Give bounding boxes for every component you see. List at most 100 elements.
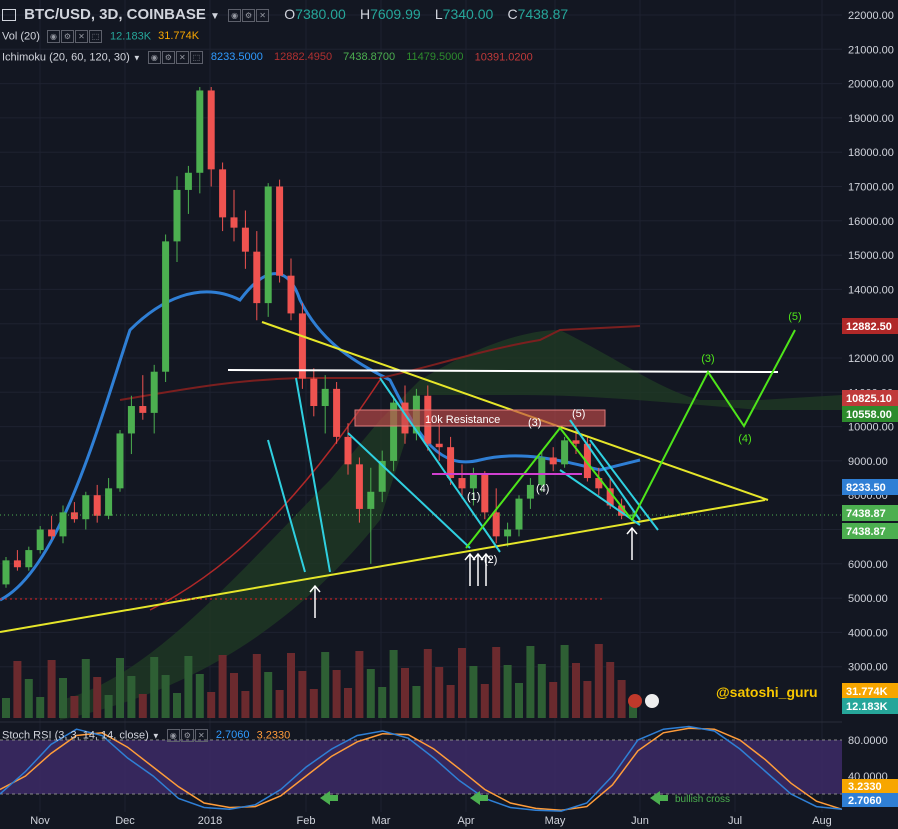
volume-label[interactable]: Vol (20)	[2, 30, 40, 43]
channel-line	[267, 439, 306, 573]
badge-count	[644, 694, 659, 708]
volume-bar	[275, 690, 284, 718]
arrow-head-icon	[309, 584, 321, 593]
candle-body	[469, 474, 477, 489]
candle-body	[298, 313, 306, 379]
price-tick: 19000.00	[848, 113, 894, 125]
volume-bar	[184, 656, 193, 718]
price-tick: 20000.00	[848, 79, 894, 91]
volume-bar	[104, 695, 113, 718]
price-tick: 14000.00	[848, 284, 894, 296]
price-tick: 9000.00	[848, 456, 888, 468]
volume-bar	[252, 654, 261, 718]
price-tag-label: 10825.10	[846, 393, 892, 405]
ichimoku-value-1: 8233.5000	[210, 51, 263, 64]
rsi-tag-label: 2.7060	[848, 795, 882, 807]
volume-bar	[458, 648, 466, 718]
candle-body	[162, 241, 170, 372]
candle-body	[504, 529, 512, 537]
price-axis: 22000.00 21000.00 20000.00 19000.00 18000.00…	[30, 0, 898, 829]
ohlc-open: 7380.00	[295, 6, 346, 22]
volume-bar	[572, 663, 580, 718]
candle-body	[70, 512, 78, 520]
price-tag	[842, 390, 898, 406]
candle-body	[82, 495, 90, 520]
wave-label: (5)	[572, 408, 585, 420]
price-tag-label: 7438.87	[846, 508, 886, 520]
volume-legend: Vol (20) ◉ ⚙ ✕ ⬚ 12.183K 31.774K	[2, 30, 199, 43]
arrow-head-icon	[626, 526, 638, 535]
volume-pane-buttons[interactable]: ◉ ⚙ ✕ ⬚	[46, 30, 103, 43]
ichimoku-pane-buttons[interactable]: ◉ ⚙ ✕ ⬚	[147, 51, 204, 64]
ohlc-high: 7609.99	[370, 6, 421, 22]
candle-body	[595, 478, 603, 489]
volume-bar	[469, 666, 478, 718]
volume-bars	[2, 644, 637, 718]
volume-bar	[355, 651, 364, 718]
channel-line	[559, 469, 641, 526]
volume-bar	[321, 652, 330, 718]
candle-body	[48, 529, 56, 537]
rsi-pane-buttons[interactable]: ◉ ⚙ ✕	[166, 729, 209, 742]
volume-bar	[230, 673, 238, 718]
candle-body	[618, 505, 626, 516]
candle-body	[333, 388, 341, 437]
candle-body	[253, 251, 261, 304]
watermark-text: @satoshi_guru	[716, 684, 818, 700]
volume-bar	[446, 685, 455, 718]
rsi-tag-label: 3.2330	[848, 781, 882, 793]
chevron-down-icon[interactable]: ▼	[210, 11, 220, 22]
arrow-head-icon	[472, 552, 484, 561]
price-tick: 4000.00	[848, 627, 888, 639]
candle-body	[367, 491, 375, 509]
volume-bar	[13, 661, 22, 718]
volume-bar	[629, 698, 637, 718]
price-tag-label: 31.774K	[846, 686, 888, 698]
time-tick: Nov	[30, 815, 50, 827]
volume-bar	[161, 675, 170, 718]
volume-bar	[560, 645, 569, 718]
candle-body	[36, 529, 44, 551]
volume-bar	[2, 698, 10, 718]
time-tick: Jul	[728, 815, 742, 827]
volume-bar	[127, 676, 136, 718]
price-tick: 12000.00	[848, 353, 894, 365]
volume-bar	[298, 671, 307, 718]
ichimoku-value-5: 10391.0200	[474, 51, 533, 64]
candle-body	[583, 443, 591, 479]
candle-body	[116, 433, 124, 489]
chevron-down-icon[interactable]: ▼	[151, 731, 160, 741]
candle-body	[526, 484, 534, 499]
wave-label: (3)	[528, 417, 541, 429]
symbol-title[interactable]: BTC/USD, 3D, COINBASE	[24, 6, 206, 23]
pane-buttons[interactable]: ◉ ⚙ ✕	[228, 7, 270, 24]
volume-bar	[423, 649, 432, 718]
price-tag	[842, 698, 898, 714]
volume-bar	[309, 689, 318, 718]
ichimoku-value-2: 12882.4950	[273, 51, 333, 64]
price-tag	[842, 523, 898, 539]
stoch-rsi-label[interactable]: Stoch RSI (3, 3, 14, 14, close)	[2, 729, 149, 742]
candle-body	[481, 474, 489, 513]
candle-body	[287, 275, 295, 314]
rsi-tag	[842, 793, 898, 807]
wave-label: (2)	[484, 554, 497, 566]
volume-bar	[492, 647, 501, 718]
volume-bar	[36, 697, 45, 718]
volume-bar	[264, 672, 273, 718]
projection-label: (3)	[701, 353, 714, 365]
ichimoku-value-4: 11479.5000	[406, 51, 464, 64]
volume-bar	[218, 655, 227, 718]
volume-bar	[150, 657, 159, 718]
arrow-head-icon	[464, 552, 476, 561]
event-badge[interactable]	[628, 694, 662, 714]
cloud-area	[60, 330, 842, 720]
chevron-down-icon[interactable]: ▼	[132, 53, 141, 63]
volume-bar	[594, 644, 603, 718]
ichimoku-label[interactable]: Ichimoku (20, 60, 120, 30)	[2, 51, 130, 64]
ohlc-low: 7340.00	[442, 6, 494, 22]
candle-body	[230, 217, 238, 228]
volume-bar	[378, 687, 387, 718]
price-tick: 16000.00	[848, 216, 894, 228]
